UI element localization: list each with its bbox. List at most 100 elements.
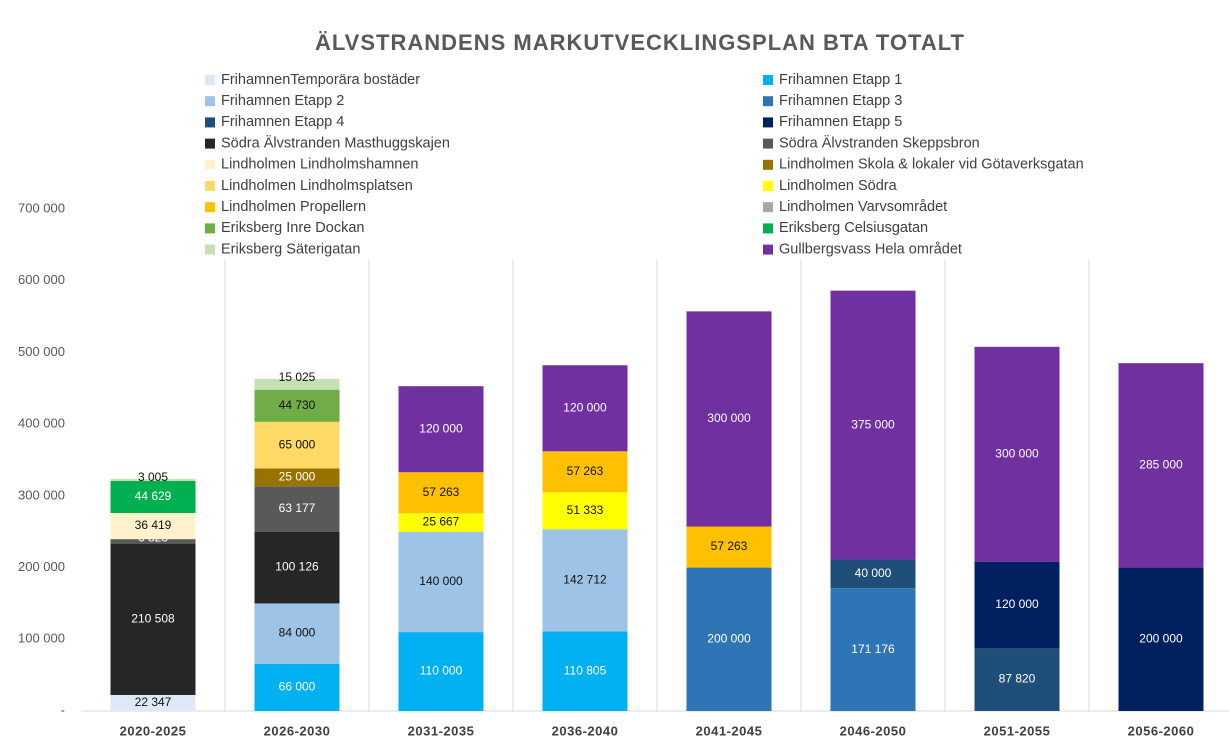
legend-label: Eriksberg Celsiusgatan	[779, 220, 928, 236]
x-tick-label: 2046-2050	[840, 723, 907, 738]
legend-swatch	[763, 244, 773, 255]
bar-segment	[686, 311, 772, 527]
legend-label: Lindholmen Södra	[779, 178, 898, 194]
legend-label: Södra Älvstranden Skeppsbron	[779, 134, 980, 151]
legend-label: Frihamnen Etapp 5	[779, 114, 902, 130]
data-label: 40 000	[855, 566, 892, 580]
bar-segment	[110, 694, 196, 711]
data-label: 84 000	[279, 626, 316, 640]
data-label: 300 000	[707, 411, 751, 425]
bar-segment	[110, 480, 196, 513]
y-tick-label: 300 000	[18, 487, 65, 502]
bar-segment	[686, 526, 772, 568]
legend-swatch	[205, 202, 215, 213]
legend-label: Frihamnen Etapp 4	[221, 114, 344, 130]
y-tick-label: 500 000	[18, 344, 65, 359]
legend-swatch	[763, 159, 773, 170]
data-label: 66 000	[279, 680, 316, 694]
y-tick-label: 100 000	[18, 631, 65, 646]
data-label: 65 000	[279, 437, 316, 451]
data-label: 3 005	[138, 470, 168, 484]
data-label: 57 263	[423, 485, 460, 499]
bar-segment	[542, 529, 628, 632]
legend-swatch	[205, 244, 215, 255]
legend-label: FrihamnenTemporära bostäder	[221, 72, 420, 88]
legend-swatch	[763, 223, 773, 234]
data-label: 285 000	[1139, 458, 1183, 472]
bar-segment	[974, 648, 1060, 711]
bar-segment	[398, 386, 484, 473]
legend-label: Lindholmen Varvsområdet	[779, 199, 947, 215]
data-label: 44 730	[279, 398, 316, 412]
bar-segment	[974, 561, 1060, 649]
bar-segment	[830, 290, 916, 560]
legend-swatch	[763, 96, 773, 107]
data-label: 22 347	[135, 695, 172, 709]
data-label: 210 508	[131, 612, 175, 626]
bar-segment	[254, 486, 340, 532]
data-label: 51 333	[567, 503, 604, 517]
data-label: 300 000	[995, 447, 1039, 461]
legend-label: Lindholmen Skola & lokaler vid Götaverks…	[779, 157, 1084, 173]
chart-title: ÄLVSTRANDENS MARKUTVECKLINGSPLAN BTA TOT…	[315, 30, 965, 55]
bar-segment	[110, 478, 196, 481]
legend-swatch	[763, 181, 773, 191]
data-label: 120 000	[995, 597, 1039, 611]
bar-segment	[254, 531, 340, 604]
x-tick-label: 2031-2035	[408, 723, 475, 738]
bar-segment	[542, 492, 628, 530]
y-tick-label: -	[61, 702, 65, 717]
legend-swatch	[763, 117, 773, 128]
legend-swatch	[763, 75, 773, 85]
bar-segment	[254, 421, 340, 469]
legend-swatch	[763, 138, 773, 149]
bar-segment	[110, 544, 196, 695]
x-tick-label: 2020-2025	[120, 723, 187, 738]
data-label: 36 419	[135, 518, 172, 532]
x-tick-label: 2056-2060	[1128, 723, 1195, 738]
data-label: 25 000	[279, 470, 316, 484]
bar-segment	[254, 603, 340, 664]
y-tick-label: 700 000	[18, 200, 65, 215]
legend-label: Frihamnen Etapp 2	[221, 93, 344, 109]
bar-segment	[254, 468, 340, 487]
bar-segment	[974, 346, 1060, 562]
data-label: 200 000	[707, 631, 751, 645]
data-label: 110 805	[564, 663, 607, 677]
legend-label: Frihamnen Etapp 1	[779, 72, 902, 88]
legend-label: Lindholmen Lindholmshamnen	[221, 157, 419, 173]
data-label: 375 000	[851, 417, 895, 431]
data-label: 142 712	[563, 573, 607, 587]
legend-swatch	[763, 202, 773, 213]
x-tick-label: 2041-2045	[696, 723, 763, 738]
bar-segment	[398, 472, 484, 514]
bar-segment	[1118, 567, 1204, 711]
legend-label: Eriksberg Inre Dockan	[221, 220, 364, 236]
data-label: 15 025	[279, 370, 316, 384]
legend-label: Eriksberg Säterigatan	[221, 241, 360, 257]
bar-segment	[110, 512, 196, 540]
bar-segment	[254, 389, 340, 422]
bar-segment	[686, 567, 772, 711]
y-tick-label: 600 000	[18, 272, 65, 287]
bar-segment	[1118, 363, 1204, 568]
data-label: 57 263	[567, 464, 604, 478]
bar-segment	[830, 559, 916, 589]
bar-segment	[542, 365, 628, 452]
bar-segment	[830, 588, 916, 711]
data-label: 110 000	[420, 664, 463, 678]
legend-label: Frihamnen Etapp 3	[779, 93, 902, 109]
bar-segment	[254, 378, 340, 390]
legend-label: Södra Älvstranden Masthuggskajen	[221, 134, 450, 151]
bar-segment	[542, 631, 628, 711]
bar-segment	[542, 451, 628, 493]
data-label: 171 176	[851, 642, 895, 656]
y-tick-label: 200 000	[18, 559, 65, 574]
bar-segment	[398, 513, 484, 532]
data-label: 140 000	[419, 574, 463, 588]
legend-label: Lindholmen Propellern	[221, 199, 366, 215]
legend-swatch	[205, 159, 215, 170]
x-tick-label: 2051-2055	[984, 723, 1051, 738]
legend-swatch	[205, 75, 215, 85]
